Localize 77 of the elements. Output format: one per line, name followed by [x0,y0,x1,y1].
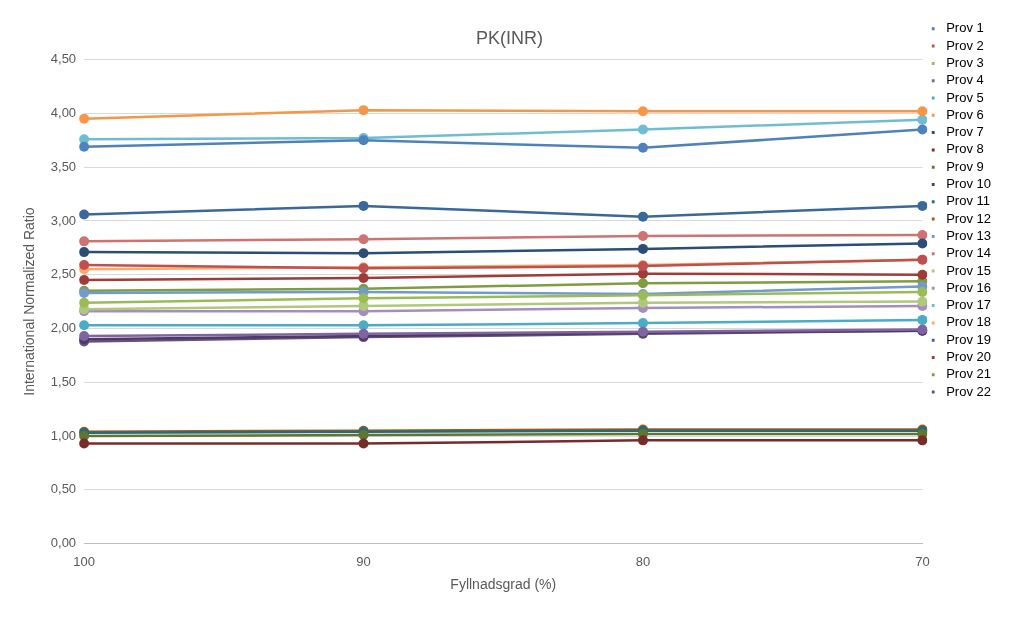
point [358,248,369,259]
point [79,297,90,308]
y-axis-title: International Normalized Ratio [21,207,38,396]
point [637,124,648,135]
point [917,314,928,325]
legend-label: Prov 3 [946,54,984,70]
point [358,105,369,116]
y-tick-label: 0,50 [50,481,77,497]
y-tick-label: 4,50 [50,51,77,67]
point [917,296,928,307]
point [358,200,369,211]
y-tick-label: 2,00 [50,320,77,336]
point [79,260,90,271]
point [917,269,928,280]
legend-label: Prov 7 [946,124,984,140]
point [917,124,928,135]
legend-label: Prov 4 [946,72,984,88]
point [358,234,369,245]
legend-label: Prov 20 [946,349,992,365]
y-tick-label: 3,50 [50,158,77,174]
legend-label: Prov 12 [946,210,992,226]
point [637,211,648,222]
legend-label: Prov 21 [946,366,992,382]
point [79,438,90,449]
point [637,435,648,446]
legend-label: Prov 19 [946,331,992,347]
point [358,320,369,331]
legend-label: Prov 2 [946,37,984,53]
legend-label: Prov 13 [946,227,992,243]
point [79,113,90,124]
y-tick-label: 1,00 [50,427,77,443]
point [79,247,90,258]
x-tick-label: 70 [915,553,930,569]
point [358,438,369,449]
point [79,275,90,286]
point [637,318,648,329]
chart-title: PK(INR) [476,27,543,48]
x-tick-label: 90 [356,553,371,569]
y-tick-label: 1,50 [50,373,77,389]
legend-label: Prov 8 [946,141,984,157]
x-axis-title: Fyllnadsgrad (%) [450,576,557,593]
point [917,114,928,125]
point [917,106,928,117]
legend-label: Prov 10 [946,176,992,192]
point [637,230,648,241]
legend-label: Prov 18 [946,314,992,330]
point [917,200,928,211]
point [637,243,648,254]
legend-label: Prov 17 [946,297,992,313]
legend-label: Prov 11 [946,193,991,209]
point [917,435,928,446]
x-tick-label: 100 [73,553,95,569]
legend-label: Prov 5 [946,89,984,105]
legend-label: Prov 6 [946,106,984,122]
point [637,106,648,117]
legend-label: Prov 16 [946,279,992,295]
point [79,141,90,152]
y-tick-label: 2,50 [50,266,77,282]
legend-label: Prov 9 [946,158,984,174]
point [917,286,928,297]
point [917,229,928,240]
point [79,209,90,220]
y-tick-label: 0,00 [50,535,77,551]
point [79,320,90,331]
y-tick-label: 3,00 [50,212,77,228]
legend-label: Prov 1 [946,20,984,36]
point [917,238,928,249]
point [358,293,369,304]
legend-label: Prov 14 [946,245,992,261]
point [637,278,648,289]
point [79,236,90,247]
y-tick-label: 4,00 [50,104,77,120]
point [358,272,369,283]
legend-label: Prov 22 [946,383,992,399]
point [637,142,648,153]
x-tick-label: 80 [635,553,651,569]
legend-label: Prov 15 [946,262,992,278]
